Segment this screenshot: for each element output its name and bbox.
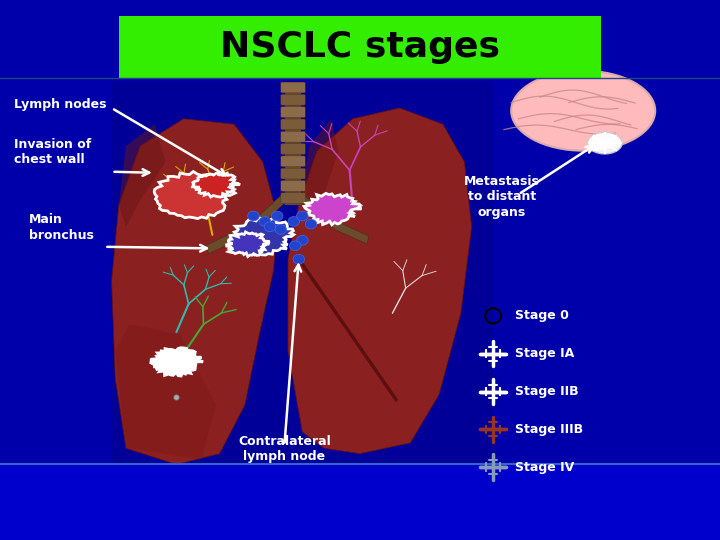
Polygon shape (227, 232, 270, 256)
FancyBboxPatch shape (281, 82, 305, 93)
Text: Stage 0: Stage 0 (515, 309, 569, 322)
Ellipse shape (248, 211, 259, 221)
Text: NSCLC stages: NSCLC stages (220, 30, 500, 64)
Text: Main
bronchus: Main bronchus (29, 213, 94, 242)
Ellipse shape (297, 235, 308, 245)
FancyBboxPatch shape (281, 94, 305, 105)
Polygon shape (232, 218, 294, 255)
Polygon shape (304, 193, 361, 225)
Ellipse shape (293, 254, 305, 264)
FancyBboxPatch shape (281, 119, 305, 130)
Polygon shape (288, 108, 472, 454)
Text: Invasion of
chest wall: Invasion of chest wall (14, 138, 91, 166)
Ellipse shape (288, 217, 300, 226)
Ellipse shape (264, 222, 276, 232)
Polygon shape (299, 119, 338, 216)
Ellipse shape (305, 219, 317, 229)
Polygon shape (112, 119, 277, 464)
Ellipse shape (275, 225, 287, 234)
FancyBboxPatch shape (281, 180, 305, 191)
Ellipse shape (289, 241, 301, 251)
FancyBboxPatch shape (281, 168, 305, 179)
Text: Stage IIIB: Stage IIIB (515, 423, 583, 436)
Text: Metastasis
to distant
organs: Metastasis to distant organs (464, 175, 540, 219)
Polygon shape (150, 348, 203, 376)
FancyBboxPatch shape (281, 107, 305, 118)
Polygon shape (205, 194, 285, 254)
Text: Stage IV: Stage IV (515, 461, 574, 474)
FancyBboxPatch shape (281, 156, 305, 167)
Text: Stage IIB: Stage IIB (515, 385, 578, 398)
Ellipse shape (271, 211, 283, 221)
Text: Contralateral
lymph node: Contralateral lymph node (238, 435, 330, 463)
Ellipse shape (511, 71, 655, 151)
Polygon shape (119, 124, 166, 227)
FancyBboxPatch shape (112, 81, 493, 464)
Text: Lymph nodes: Lymph nodes (14, 98, 107, 111)
Ellipse shape (259, 217, 271, 226)
Polygon shape (115, 324, 216, 459)
Ellipse shape (297, 211, 308, 221)
Polygon shape (192, 173, 240, 197)
Ellipse shape (588, 132, 622, 154)
FancyBboxPatch shape (285, 86, 301, 205)
FancyBboxPatch shape (281, 193, 305, 204)
FancyBboxPatch shape (281, 131, 305, 142)
Polygon shape (154, 172, 235, 219)
Polygon shape (301, 194, 369, 244)
FancyBboxPatch shape (0, 464, 720, 540)
FancyBboxPatch shape (281, 144, 305, 154)
FancyBboxPatch shape (119, 16, 601, 78)
Text: Stage IA: Stage IA (515, 347, 574, 360)
